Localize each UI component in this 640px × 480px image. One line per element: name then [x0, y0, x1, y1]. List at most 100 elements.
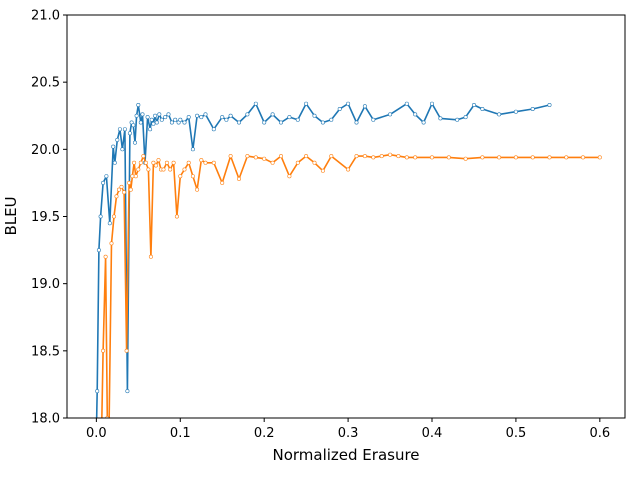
series-2-point	[136, 167, 141, 172]
series-2-point	[228, 154, 233, 159]
series-1-point	[203, 112, 208, 117]
x-tick-label: 0.5	[506, 426, 527, 441]
series-1-point	[346, 101, 351, 106]
y-tick-label: 20.5	[31, 76, 60, 91]
series-1-point	[169, 120, 174, 125]
series-1-point	[388, 112, 393, 117]
series-1-point	[101, 180, 106, 185]
series-1-point	[413, 112, 418, 117]
series-2-point	[304, 154, 309, 159]
series-2-point	[346, 167, 351, 172]
series-1-point	[178, 117, 183, 122]
series-1-point	[237, 120, 242, 125]
series-1-point	[404, 101, 409, 106]
series-1-point	[320, 120, 325, 125]
series-1-point	[190, 147, 195, 152]
series-1-point	[228, 113, 233, 118]
series-1-point	[127, 131, 132, 136]
series-1-point	[98, 214, 103, 219]
series-2-point	[379, 154, 384, 159]
series-1-point	[245, 112, 250, 117]
series-1-point	[153, 113, 158, 118]
y-tick-label: 18.0	[31, 412, 60, 427]
series-2-point	[220, 180, 225, 185]
series-1-point	[287, 115, 292, 120]
x-tick-label: 0.0	[86, 426, 107, 441]
series-2-point	[278, 154, 283, 159]
series-2-point	[513, 155, 518, 160]
series-1-point	[421, 120, 426, 125]
y-tick-label: 20.0	[31, 143, 60, 158]
series-1-point	[312, 113, 317, 118]
x-axis-ticks: 0.0 0.1 0.2 0.3 0.4 0.5 0.6	[86, 418, 610, 441]
series-2-point	[446, 155, 451, 160]
series-1-point	[270, 112, 275, 117]
series-2-point	[168, 167, 173, 172]
series-1-point	[471, 103, 476, 108]
series-2-point	[211, 160, 216, 165]
series-1-point	[149, 117, 154, 122]
series-1-point	[163, 115, 168, 120]
series-2-point	[270, 160, 275, 165]
series-2-point	[396, 154, 401, 159]
series-2-point	[262, 156, 267, 161]
series-2-point	[143, 160, 148, 165]
series-2-point	[295, 160, 300, 165]
series-2-point	[320, 168, 325, 173]
series-2-point	[112, 214, 117, 219]
series-1-point	[140, 112, 145, 117]
series-1-point	[117, 127, 122, 132]
series-2-point	[463, 156, 468, 161]
series-2-point	[124, 348, 129, 353]
series-2-point	[480, 155, 485, 160]
series-2-point	[182, 167, 187, 172]
series-1-point	[104, 174, 109, 179]
series-1-point	[159, 117, 164, 122]
series-1-point	[145, 115, 150, 120]
series-2-point	[371, 155, 376, 160]
series-2-point	[130, 174, 135, 179]
series-1-point	[107, 221, 112, 226]
series-2-point	[199, 158, 204, 163]
series-1-point	[211, 127, 216, 132]
x-tick-label: 0.1	[170, 426, 191, 441]
series-1-point	[329, 117, 334, 122]
series-1-point	[354, 120, 359, 125]
x-tick-label: 0.2	[254, 426, 275, 441]
y-axis-ticks: 18.0 18.5 19.0 19.5 20.0 20.5 21.0	[31, 9, 67, 427]
series-2-point	[354, 154, 359, 159]
series-2-point	[203, 160, 208, 165]
series-2-point	[141, 154, 146, 159]
series-2-point	[117, 187, 122, 192]
series-1-point	[304, 101, 309, 106]
series-1-point	[438, 116, 443, 121]
series-2-point	[119, 184, 124, 189]
y-tick-label: 21.0	[31, 9, 60, 24]
series-2-point	[174, 214, 179, 219]
series-2-point	[146, 167, 151, 172]
series-1-point	[429, 101, 434, 106]
series-1-point	[497, 112, 502, 117]
series-2-point	[404, 155, 409, 160]
series-2-point	[245, 154, 250, 159]
series-2-point	[190, 174, 195, 179]
series-1-point	[131, 123, 136, 128]
series-2-point	[530, 155, 535, 160]
series-1-point	[224, 117, 229, 122]
series-1-point	[112, 160, 117, 165]
series-2-point	[497, 155, 502, 160]
series-2-point	[138, 160, 143, 165]
series-1-point	[195, 113, 200, 118]
series-1-point	[371, 117, 376, 122]
series-1-point	[337, 107, 342, 112]
x-axis-label: Normalized Erasure	[272, 446, 419, 464]
x-tick-label: 0.6	[589, 426, 610, 441]
series-2-point	[101, 348, 106, 353]
series-2-point	[171, 160, 176, 165]
series-1-point	[186, 115, 191, 120]
series-2-point	[128, 187, 133, 192]
series-2-point	[114, 194, 119, 199]
series-2-point	[133, 174, 138, 179]
